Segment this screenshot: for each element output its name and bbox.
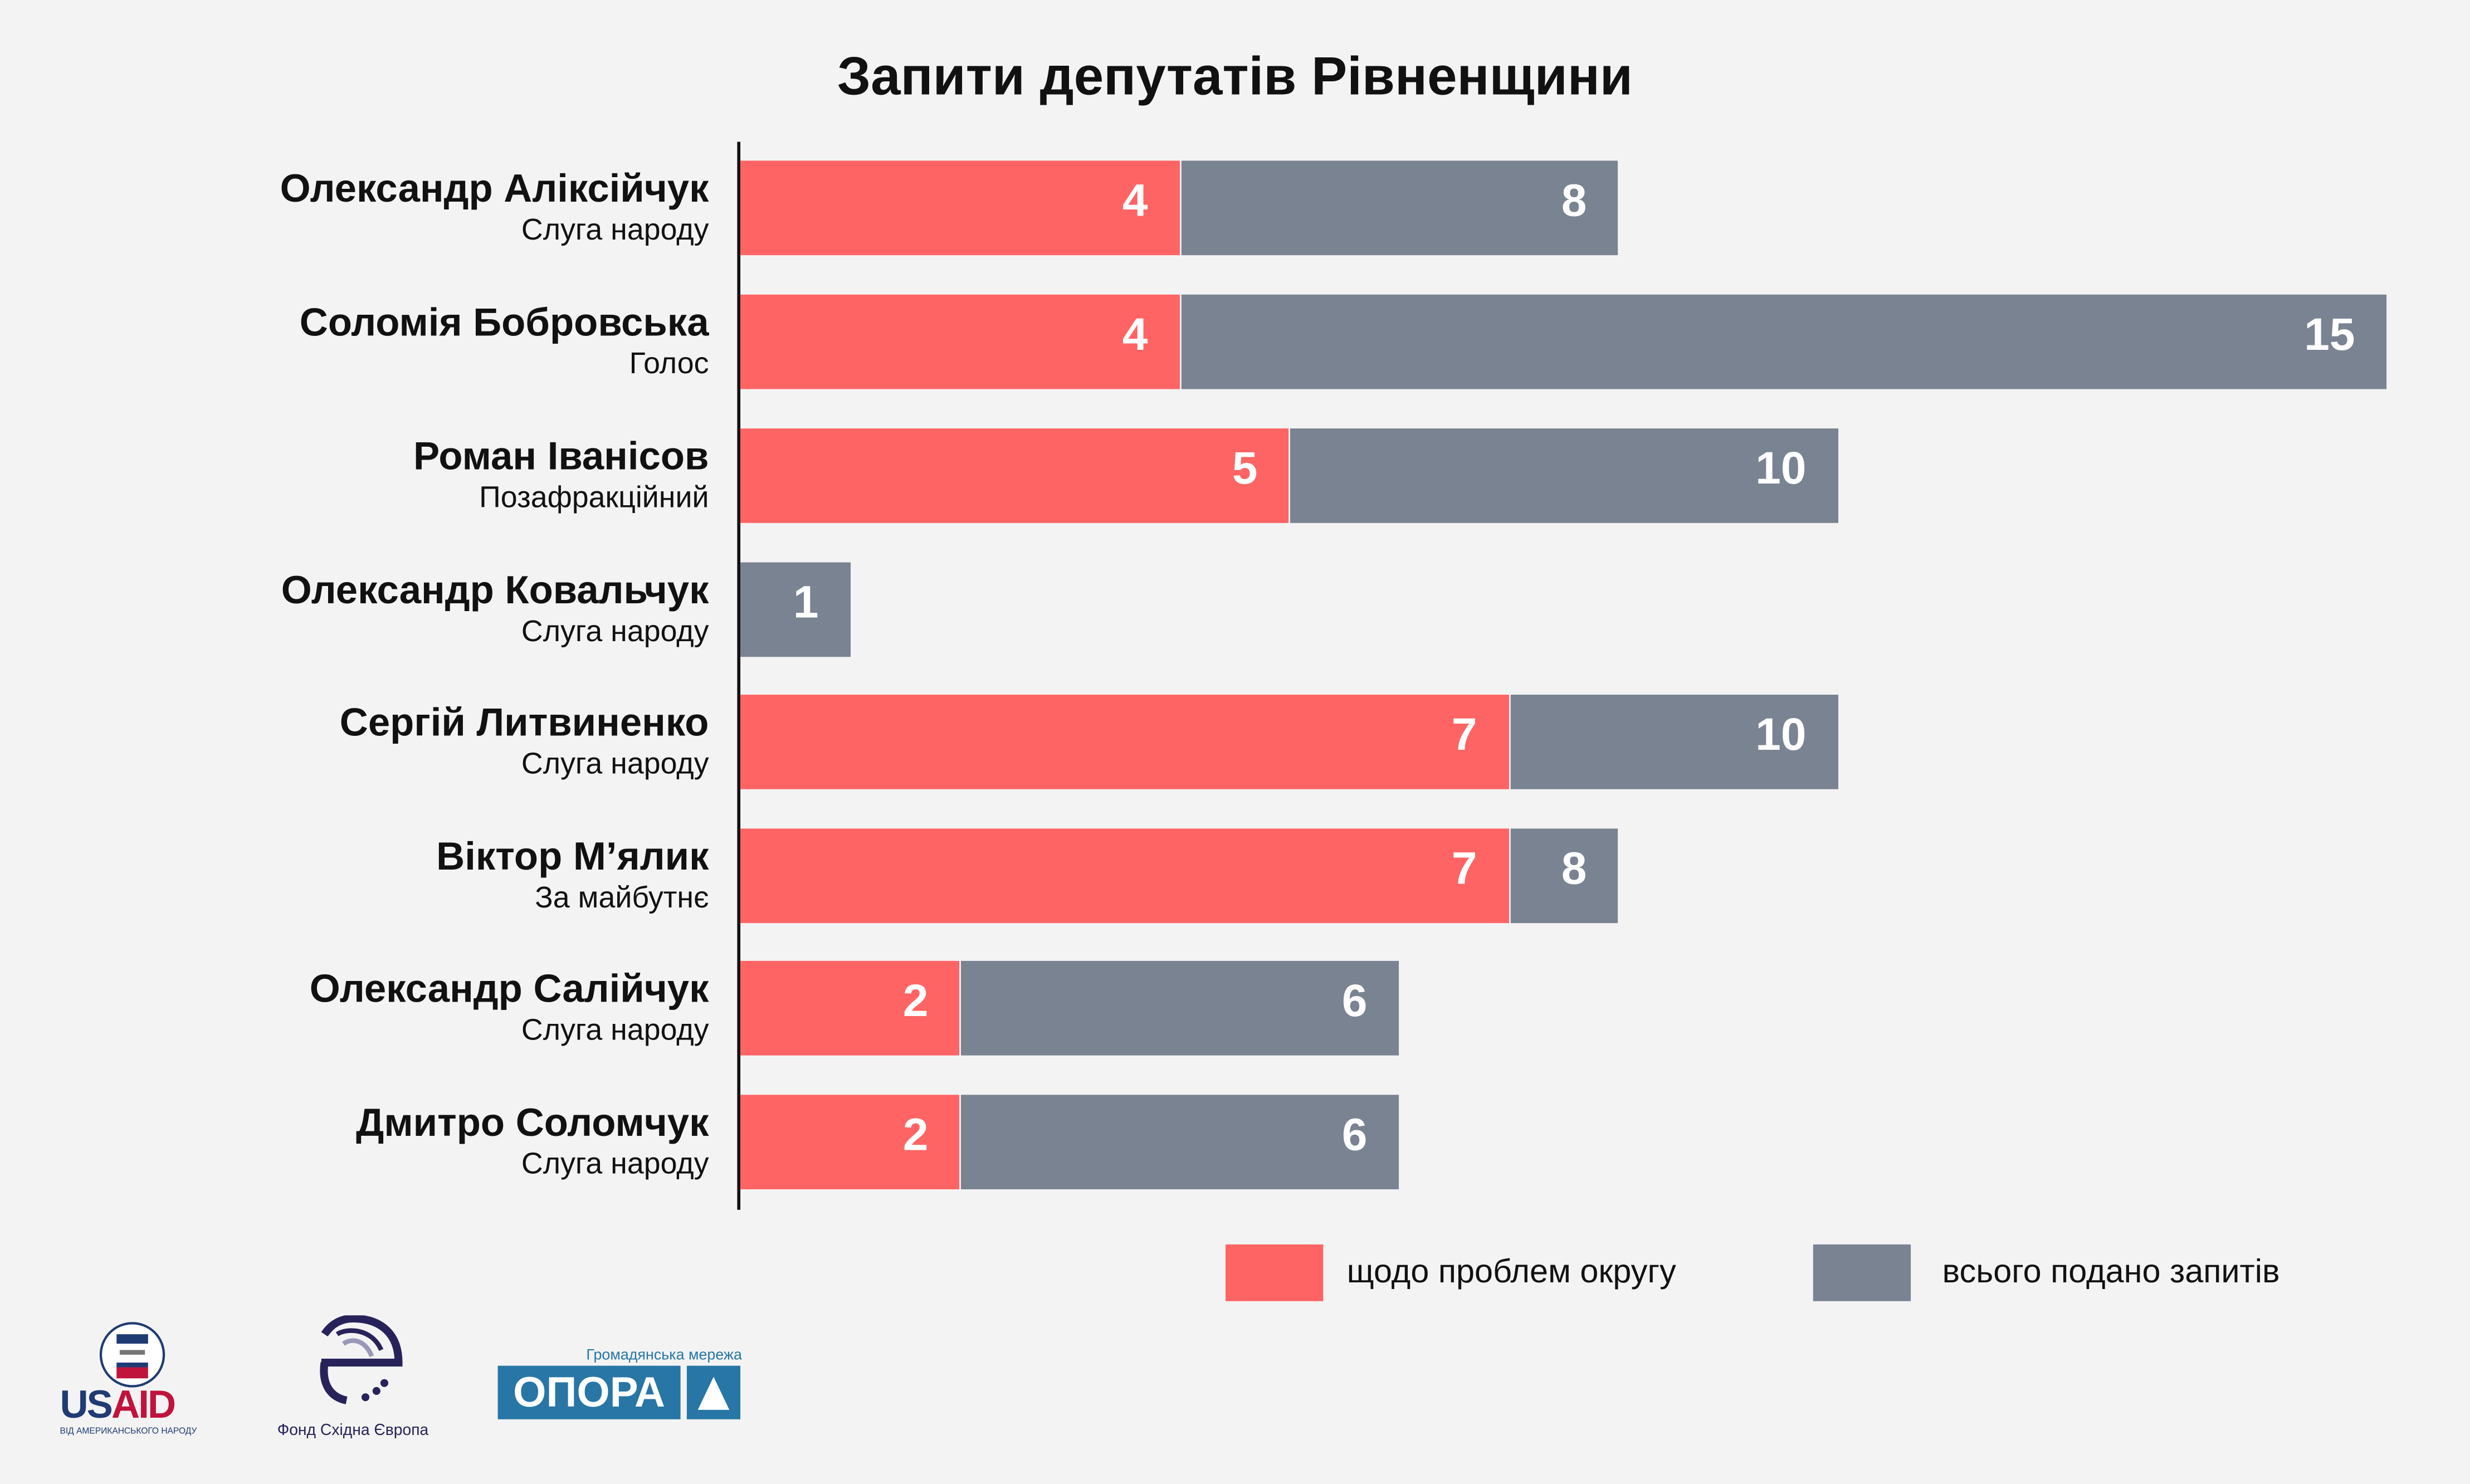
deputy-party: Слуга народу	[521, 1014, 709, 1048]
deputy-name: Олександр Ковальчук	[281, 568, 709, 613]
bar-total: 8	[1180, 160, 1619, 256]
legend-label: щодо проблем округу	[1346, 1253, 1676, 1290]
deputy-party: Голос	[629, 348, 709, 382]
bar-problems: 2	[740, 1095, 960, 1189]
deputy-name: Сергій Литвиненко	[339, 701, 709, 745]
bar-problems: 4	[740, 160, 1180, 256]
bar-total: 6	[961, 960, 1399, 1056]
chart-title: Запити депутатів Рівненщини	[837, 47, 1633, 108]
deputy-party: За майбутнє	[535, 882, 709, 915]
deputy-party: Слуга народу	[521, 214, 709, 247]
deputy-name: Олександр Салійчук	[309, 967, 709, 1012]
usaid-tagline: ВІД АМЕРИКАНСЬКОГО НАРОДУ	[60, 1427, 197, 1437]
bar-row: Віктор М’ялик За майбутнє 7 8	[0, 828, 2470, 924]
bar-label: 1	[793, 578, 819, 629]
deputy-name: Роман Іванісов	[413, 435, 709, 479]
bar-row: Роман Іванісов Позафракційний 5 10	[0, 428, 2470, 523]
bar-row: Олександр Салійчук Слуга народу 2 6	[0, 960, 2470, 1056]
bar-total: 8	[1510, 828, 1619, 924]
bar-problems: 4	[740, 294, 1180, 389]
bar-label: 4	[1122, 310, 1148, 361]
bar-row: Олександр Ковальчук Слуга народу 1	[0, 562, 2470, 657]
bar-row: Сергій Литвиненко Слуга народу 7 10	[0, 695, 2470, 789]
deputy-name: Соломія Бобровська	[299, 301, 709, 345]
bar-total: 10	[1510, 695, 1838, 789]
opora-triangle-icon	[686, 1365, 741, 1419]
bar-total: 1	[740, 562, 851, 657]
bar-label: 6	[1341, 1110, 1368, 1161]
bar-label: 8	[1561, 844, 1587, 895]
bar-label: 15	[2304, 310, 2355, 361]
bar-label: 10	[1755, 444, 1807, 495]
bar-total: 6	[961, 1095, 1399, 1189]
deputy-name: Дмитро Соломчук	[355, 1101, 709, 1145]
bar-label: 10	[1755, 710, 1807, 761]
deputy-party: Слуга народу	[521, 616, 709, 650]
y-axis-line	[737, 141, 741, 1210]
usaid-logo: USAID ВІД АМЕРИКАНСЬКОГО НАРОДУ	[57, 1320, 214, 1446]
legend-swatch-red	[1226, 1244, 1324, 1301]
deputy-name: Олександр Аліксійчук	[280, 167, 709, 211]
bar-label: 2	[902, 1110, 929, 1161]
opora-logo: Громадянська мережа ОПОРА	[497, 1346, 742, 1423]
fund-name: Фонд Східна Європа	[277, 1422, 429, 1440]
bar-label: 7	[1451, 710, 1477, 761]
usaid-seal-icon	[99, 1322, 165, 1388]
bar-problems: 5	[740, 428, 1290, 523]
fund-e-icon	[320, 1314, 403, 1404]
bar-row: Олександр Аліксійчук Слуга народу 4 8	[0, 160, 2470, 256]
deputy-party: Позафракційний	[479, 482, 709, 515]
bar-label: 8	[1561, 176, 1587, 227]
bar-total: 15	[1180, 294, 2387, 389]
deputy-party: Слуга народу	[521, 748, 709, 782]
bar-problems: 7	[740, 695, 1509, 789]
fund-east-europe-logo: Фонд Східна Європа	[277, 1314, 451, 1449]
opora-tagline: Громадянська мережа	[586, 1346, 742, 1364]
deputy-party: Слуга народу	[521, 1148, 709, 1182]
bar-row: Дмитро Соломчук Слуга народу 2 6	[0, 1095, 2470, 1189]
bar-label: 4	[1122, 176, 1148, 227]
bar-label: 7	[1451, 844, 1477, 895]
bar-label: 2	[902, 977, 929, 1027]
bar-label: 6	[1341, 977, 1368, 1027]
bar-problems: 7	[740, 828, 1509, 924]
bar-row: Соломія Бобровська Голос 4 15	[0, 294, 2470, 389]
bar-label: 5	[1232, 444, 1258, 495]
opora-wordmark: ОПОРА	[497, 1365, 681, 1419]
deputy-name: Віктор М’ялик	[436, 834, 709, 879]
bar-total: 10	[1290, 428, 1838, 523]
legend-label: всього подано запитів	[1942, 1253, 2280, 1290]
bar-problems: 2	[740, 960, 960, 1056]
legend-swatch-gray	[1813, 1244, 1911, 1301]
